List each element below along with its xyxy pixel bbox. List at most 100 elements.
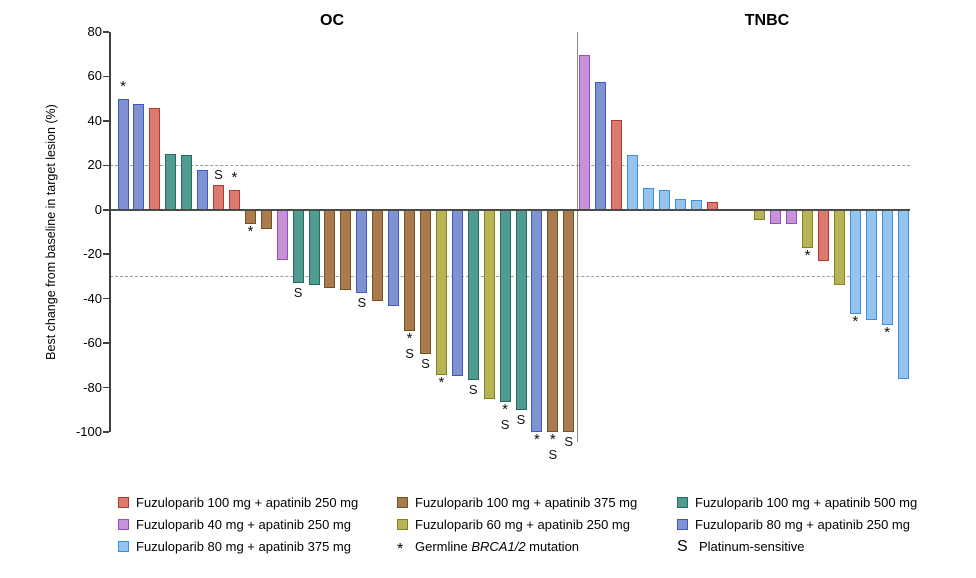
bar bbox=[706, 202, 718, 210]
brca-mutation-mark: * bbox=[852, 313, 859, 331]
bar bbox=[802, 209, 814, 248]
bar bbox=[770, 209, 782, 225]
bar bbox=[483, 209, 495, 399]
y-axis-tick bbox=[103, 120, 109, 122]
legend-swatch bbox=[397, 519, 408, 530]
reference-line bbox=[110, 164, 910, 166]
bar bbox=[881, 209, 893, 326]
y-axis-tick bbox=[103, 431, 109, 433]
bar bbox=[356, 209, 368, 294]
y-axis-tick-label: 40 bbox=[87, 112, 102, 128]
legend-label: Fuzuloparib 80 mg + apatinib 250 mg bbox=[695, 517, 910, 532]
y-axis-tick-label: 0 bbox=[94, 201, 102, 217]
y-axis-tick bbox=[103, 386, 109, 389]
bar bbox=[308, 209, 320, 286]
y-axis-tick bbox=[103, 31, 109, 33]
legend-label: Fuzuloparib 60 mg + apatinib 250 mg bbox=[415, 517, 630, 532]
bar bbox=[754, 209, 766, 220]
bar bbox=[626, 155, 638, 210]
y-axis-tick-label: -20 bbox=[83, 246, 102, 262]
brca-mutation-mark: * bbox=[884, 324, 891, 342]
bar bbox=[404, 209, 416, 331]
bar bbox=[419, 209, 431, 355]
brca-mutation-symbol: * bbox=[397, 540, 404, 558]
bar bbox=[292, 209, 304, 284]
bar bbox=[563, 209, 575, 432]
legend-label: Germline BRCA1/2 mutation bbox=[415, 539, 579, 554]
bar bbox=[897, 209, 909, 379]
brca-mutation-mark: * bbox=[231, 168, 238, 186]
bar bbox=[133, 104, 145, 210]
bar bbox=[611, 119, 623, 210]
bar bbox=[690, 199, 702, 210]
legend-label: Platinum-sensitive bbox=[699, 539, 805, 554]
legend-swatch bbox=[677, 519, 688, 530]
legend-item: Fuzuloparib 80 mg + apatinib 250 mg bbox=[677, 517, 910, 532]
platinum-sensitive-symbol: S bbox=[677, 537, 688, 555]
brca-mutation-mark: * bbox=[533, 431, 540, 448]
brca-mutation-mark: * bbox=[502, 401, 508, 418]
y-axis-tick-label: -60 bbox=[83, 335, 102, 351]
bar bbox=[372, 209, 384, 301]
bar bbox=[658, 189, 670, 210]
bar bbox=[467, 209, 479, 380]
y-axis-tick-label: -100 bbox=[75, 424, 102, 439]
platinum-sensitive-mark: S bbox=[214, 167, 223, 183]
platinum-sensitive-mark: S bbox=[421, 356, 430, 372]
brca-mutation-mark: * bbox=[406, 329, 413, 347]
legend-swatch bbox=[118, 519, 129, 530]
panel-title-oc: OC bbox=[320, 12, 344, 29]
legend-swatch bbox=[118, 541, 129, 552]
brca-mutation-mark: * bbox=[438, 374, 445, 392]
legend-item: S Platinum-sensitive bbox=[677, 537, 805, 555]
y-axis-tick-label: -80 bbox=[83, 379, 102, 395]
y-axis-tick-label: 60 bbox=[87, 68, 102, 84]
y-axis-tick bbox=[103, 253, 109, 255]
platinum-sensitive-mark: S bbox=[405, 345, 414, 361]
bar bbox=[531, 209, 543, 432]
y-axis-label: Best change from baseline in target lesi… bbox=[44, 104, 58, 360]
legend-item: Fuzuloparib 60 mg + apatinib 250 mg bbox=[397, 517, 630, 532]
bar bbox=[149, 107, 161, 210]
bar bbox=[276, 209, 288, 260]
bar bbox=[547, 209, 559, 432]
bar bbox=[181, 155, 193, 210]
bar bbox=[244, 209, 256, 225]
y-axis-tick-label: 80 bbox=[87, 24, 102, 39]
bar bbox=[197, 169, 209, 210]
legend-swatch bbox=[118, 497, 129, 508]
legend-item: Fuzuloparib 100 mg + apatinib 500 mg bbox=[677, 495, 917, 510]
platinum-sensitive-mark: S bbox=[516, 411, 526, 427]
bar bbox=[228, 189, 240, 210]
y-axis-tick bbox=[103, 209, 109, 211]
legend-item: Fuzuloparib 80 mg + apatinib 375 mg bbox=[118, 539, 351, 554]
platinum-sensitive-mark: S bbox=[500, 417, 510, 432]
y-axis-tick bbox=[103, 297, 109, 300]
y-axis-line bbox=[109, 32, 111, 432]
legend-label: Fuzuloparib 80 mg + apatinib 375 mg bbox=[136, 539, 351, 554]
legend-label: Fuzuloparib 40 mg + apatinib 250 mg bbox=[136, 517, 351, 532]
y-axis-tick bbox=[103, 75, 109, 78]
legend-item: Fuzuloparib 100 mg + apatinib 250 mg bbox=[118, 495, 358, 510]
legend-item: * Germline BRCA1/2 mutation bbox=[397, 539, 579, 558]
legend-swatch bbox=[397, 497, 408, 508]
legend-label: Fuzuloparib 100 mg + apatinib 250 mg bbox=[136, 495, 359, 510]
legend-label: Fuzuloparib 100 mg + apatinib 375 mg bbox=[415, 495, 638, 510]
bar bbox=[833, 209, 845, 286]
bar bbox=[865, 209, 877, 320]
bar bbox=[674, 198, 686, 210]
bar bbox=[117, 98, 129, 210]
legend-item: Fuzuloparib 100 mg + apatinib 375 mg bbox=[397, 495, 637, 510]
bar bbox=[165, 154, 177, 210]
bar bbox=[817, 209, 829, 261]
bar bbox=[451, 209, 463, 377]
bar bbox=[388, 209, 400, 307]
platinum-sensitive-mark: S bbox=[293, 285, 303, 301]
brca-mutation-mark: * bbox=[549, 431, 556, 448]
bar bbox=[579, 55, 591, 210]
bar bbox=[515, 209, 527, 410]
legend-swatch bbox=[677, 497, 688, 508]
brca-mutation-mark: * bbox=[247, 223, 254, 241]
